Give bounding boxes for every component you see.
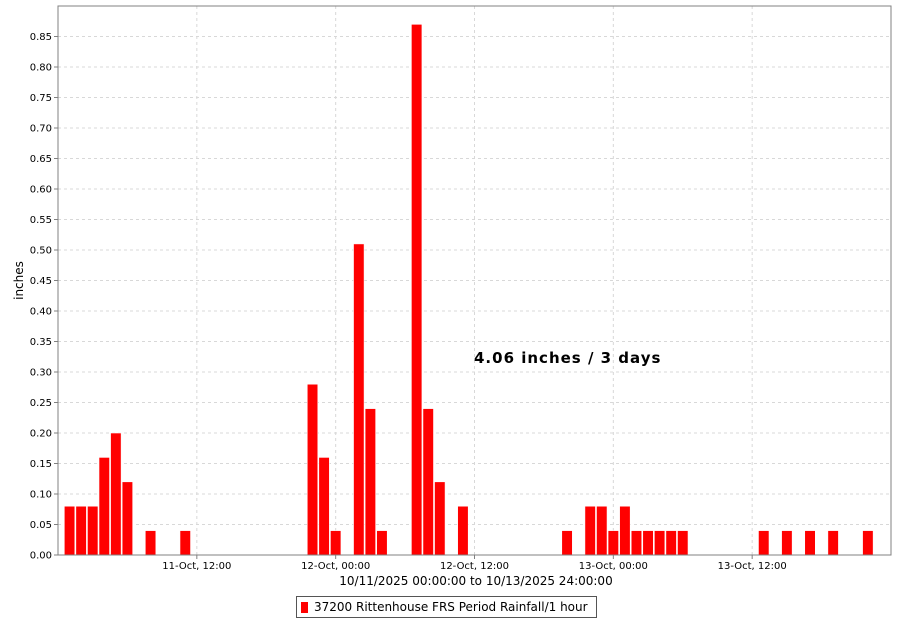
y-tick-label: 0.65 bbox=[30, 154, 52, 165]
rainfall-bar bbox=[561, 530, 573, 556]
rainfall-bar bbox=[63, 505, 76, 556]
y-tick-label: 0.50 bbox=[30, 246, 52, 257]
y-tick-label: 0.05 bbox=[30, 520, 52, 531]
x-tick-label: 12-Oct, 12:00 bbox=[440, 561, 509, 572]
x-axis: 11-Oct, 12:00 12-Oct, 00:00 12-Oct, 12:00 1… bbox=[162, 555, 787, 572]
y-tick-label: 0.10 bbox=[30, 490, 52, 501]
rainfall-bar bbox=[827, 530, 839, 556]
y-tick-label: 0.25 bbox=[30, 398, 52, 409]
y-tick-label: 0.35 bbox=[30, 337, 52, 348]
y-tick-label: 0.15 bbox=[30, 459, 52, 470]
y-tick-label: 0.60 bbox=[30, 185, 52, 196]
rainfall-bar bbox=[121, 481, 134, 556]
rainfall-bar bbox=[376, 530, 388, 556]
y-tick-label: 0.40 bbox=[30, 307, 52, 318]
rainfall-bar bbox=[353, 243, 365, 556]
rainfall-bar bbox=[87, 505, 99, 556]
rainfall-bar bbox=[306, 383, 319, 556]
rainfall-bar bbox=[630, 530, 643, 556]
rainfall-bar bbox=[457, 505, 469, 556]
x-tick-label: 12-Oct, 00:00 bbox=[301, 561, 370, 572]
x-tick-label: 11-Oct, 12:00 bbox=[162, 561, 231, 572]
rainfall-bar bbox=[110, 432, 122, 556]
x-axis-label: 10/11/2025 00:00:00 to 10/13/2025 24:00:… bbox=[339, 574, 612, 588]
y-tick-label: 0.75 bbox=[30, 93, 52, 104]
rainfall-bar bbox=[144, 530, 157, 556]
legend-swatch bbox=[301, 601, 308, 613]
rainfall-bar bbox=[318, 457, 330, 556]
y-tick-label: 0.80 bbox=[30, 63, 52, 74]
rainfall-bar bbox=[584, 505, 596, 556]
rainfall-bar bbox=[607, 530, 619, 556]
rainfall-bar bbox=[642, 530, 654, 556]
rainfall-bar bbox=[654, 530, 666, 556]
grid bbox=[58, 6, 891, 555]
x-tick-label: 13-Oct, 12:00 bbox=[718, 561, 787, 572]
y-tick-label: 0.00 bbox=[30, 551, 52, 562]
rainfall-bar bbox=[862, 530, 874, 556]
y-axis-label: inches bbox=[12, 261, 26, 300]
rainfall-bar bbox=[411, 23, 423, 556]
y-tick-label: 0.30 bbox=[30, 368, 52, 379]
rainfall-bar bbox=[596, 505, 608, 556]
rainfall-bar bbox=[758, 530, 770, 556]
rainfall-bar bbox=[364, 408, 376, 556]
rainfall-bar bbox=[75, 505, 87, 556]
y-tick-label: 0.70 bbox=[30, 124, 52, 135]
rainfall-bar bbox=[434, 481, 446, 556]
rainfall-bar bbox=[179, 530, 191, 556]
rainfall-bar bbox=[98, 457, 110, 556]
legend: 37200 Rittenhouse FRS Period Rainfall/1 … bbox=[296, 596, 597, 618]
total-rainfall-annotation: 4.06 inches / 3 days bbox=[474, 349, 661, 367]
legend-label: 37200 Rittenhouse FRS Period Rainfall/1 … bbox=[314, 600, 588, 614]
y-axis: 0.00 0.05 0.10 0.15 0.20 0.25 0.30 0.35 0.40 0.45… bbox=[30, 32, 58, 562]
y-tick-label: 0.20 bbox=[30, 429, 52, 440]
y-tick-label: 0.45 bbox=[30, 276, 52, 287]
rainfall-bar bbox=[619, 505, 631, 556]
rainfall-bar bbox=[804, 530, 816, 556]
y-tick-label: 0.85 bbox=[30, 32, 52, 43]
x-tick-label: 13-Oct, 00:00 bbox=[579, 561, 648, 572]
y-tick-label: 0.55 bbox=[30, 215, 52, 226]
rainfall-bar bbox=[677, 530, 689, 556]
rainfall-bar bbox=[781, 530, 793, 556]
rainfall-bar bbox=[422, 408, 434, 556]
rainfall-bar bbox=[330, 530, 342, 556]
rainfall-bar bbox=[665, 530, 677, 556]
